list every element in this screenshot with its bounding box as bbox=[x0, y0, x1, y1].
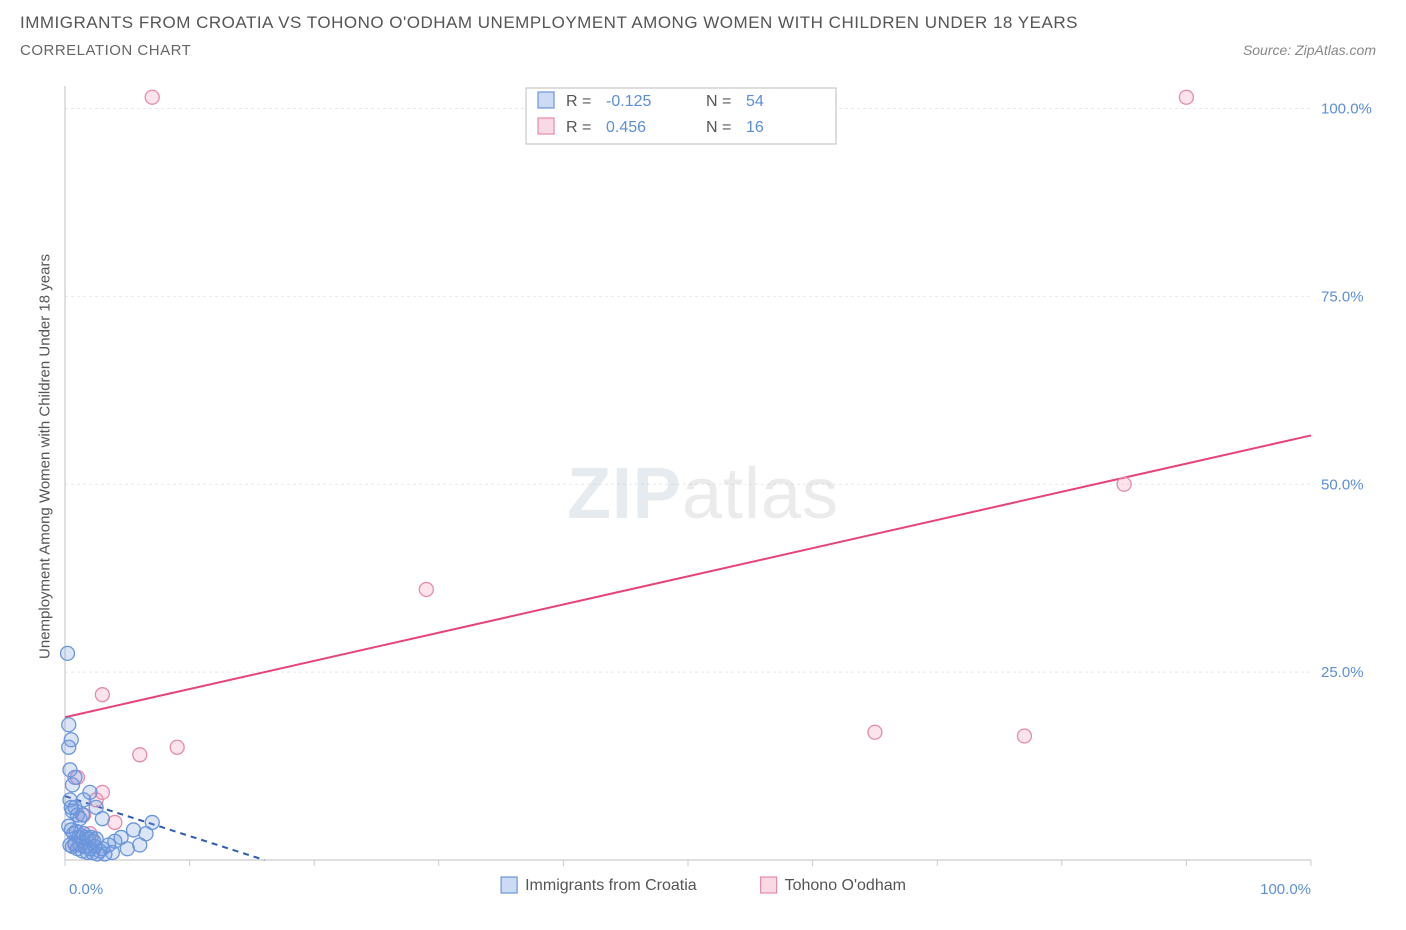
y-axis-label: Unemployment Among Women with Children U… bbox=[37, 232, 54, 682]
source-attribution: Source: ZipAtlas.com bbox=[1243, 42, 1376, 58]
scatter-plot: 0.0% 100.0% 25.0% 50.0% 75.0% 100.0% R = -0.125… bbox=[20, 78, 1386, 910]
chart-title: IMMIGRANTS FROM CROATIA VS TOHONO O'ODHA… bbox=[20, 10, 1386, 36]
svg-text:-0.125: -0.125 bbox=[606, 93, 651, 110]
svg-text:N =: N = bbox=[706, 93, 731, 110]
svg-text:100.0%: 100.0% bbox=[1321, 101, 1372, 118]
svg-text:54: 54 bbox=[746, 93, 764, 110]
svg-text:16: 16 bbox=[746, 119, 764, 136]
svg-text:50.0%: 50.0% bbox=[1321, 476, 1364, 493]
svg-text:0.0%: 0.0% bbox=[69, 881, 103, 898]
svg-text:0.456: 0.456 bbox=[606, 119, 646, 136]
svg-text:R =: R = bbox=[566, 93, 591, 110]
svg-text:75.0%: 75.0% bbox=[1321, 288, 1364, 305]
svg-text:Immigrants from Croatia: Immigrants from Croatia bbox=[525, 877, 697, 894]
svg-text:25.0%: 25.0% bbox=[1321, 664, 1364, 681]
chart-subtitle: CORRELATION CHART bbox=[20, 42, 191, 59]
svg-text:100.0%: 100.0% bbox=[1260, 881, 1311, 898]
svg-text:R =: R = bbox=[566, 119, 591, 136]
svg-text:N =: N = bbox=[706, 119, 731, 136]
svg-text:Tohono O'odham: Tohono O'odham bbox=[785, 877, 906, 894]
